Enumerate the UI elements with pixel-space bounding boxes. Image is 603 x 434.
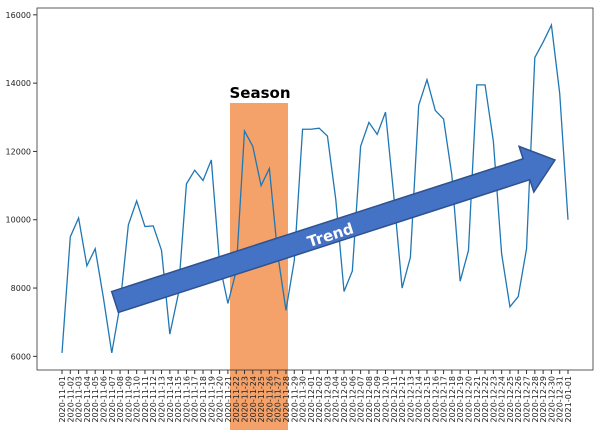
x-tick-label: 2020-12-08 <box>365 376 374 423</box>
x-tick-label: 2020-12-25 <box>506 376 515 423</box>
x-tick-label: 2020-12-10 <box>382 376 391 423</box>
x-tick-label: 2020-12-27 <box>523 376 532 423</box>
x-tick-label: 2020-12-16 <box>431 376 440 423</box>
x-tick-label: 2020-11-23 <box>240 376 249 423</box>
x-tick-label: 2020-12-03 <box>323 376 332 423</box>
season-label: Season <box>229 84 290 102</box>
x-tick-label: 2020-12-13 <box>406 376 415 423</box>
x-tick-label: 2020-11-11 <box>141 376 150 423</box>
x-tick-label: 2020-11-17 <box>191 376 200 423</box>
x-tick-label: 2020-12-20 <box>464 376 473 423</box>
y-tick-label: 14000 <box>6 79 31 88</box>
y-tick-label: 8000 <box>11 284 31 293</box>
x-tick-label: 2020-11-20 <box>216 376 225 423</box>
x-tick-label: 2020-11-28 <box>282 376 291 423</box>
x-tick-label: 2020-12-17 <box>440 376 449 423</box>
x-tick-label: 2020-12-26 <box>514 376 523 423</box>
x-tick-label: 2020-12-14 <box>415 376 424 423</box>
x-tick-label: 2020-11-05 <box>91 376 100 423</box>
x-tick-label: 2020-11-19 <box>207 376 216 423</box>
x-tick-label: 2020-11-25 <box>257 376 266 423</box>
x-tick-label: 2020-12-23 <box>489 376 498 423</box>
x-tick-label: 2020-11-15 <box>174 376 183 423</box>
x-tick-label: 2020-11-10 <box>133 376 142 423</box>
x-tick-label: 2020-11-16 <box>182 376 191 423</box>
x-tick-label: 2020-11-01 <box>58 376 67 423</box>
x-tick-label: 2020-12-07 <box>357 376 366 423</box>
x-tick-label: 2020-11-04 <box>83 376 92 423</box>
x-tick-label: 2020-12-29 <box>539 376 548 423</box>
x-tick-label: 2020-12-15 <box>423 376 432 423</box>
x-tick-label: 2020-12-11 <box>390 376 399 423</box>
x-tick-label: 2020-11-06 <box>99 376 108 423</box>
x-tick-label: 2020-12-31 <box>556 376 565 423</box>
x-tick-label: 2020-12-19 <box>456 376 465 423</box>
x-tick-label: 2020-11-22 <box>232 376 241 423</box>
y-tick-label: 16000 <box>6 11 31 20</box>
plot-frame <box>36 7 594 371</box>
x-tick-label: 2020-11-07 <box>108 376 117 423</box>
x-tick-label: 2020-12-06 <box>348 376 357 423</box>
y-tick-label: 6000 <box>11 352 31 361</box>
x-tick-label: 2020-11-29 <box>290 376 299 423</box>
y-tick-label: 10000 <box>6 216 31 225</box>
trend-arrow <box>110 145 557 314</box>
x-tick-label: 2020-12-05 <box>340 376 349 423</box>
trend-arrow-shape <box>110 145 557 314</box>
x-tick-label: 2020-12-18 <box>448 376 457 423</box>
x-tick-label: 2020-11-27 <box>274 376 283 423</box>
x-tick-label: 2020-12-01 <box>307 376 316 423</box>
x-tick-label: 2020-12-09 <box>373 376 382 423</box>
x-tick-label: 2020-12-02 <box>315 376 324 423</box>
x-tick-label: 2020-12-28 <box>531 376 540 423</box>
y-tick-label: 12000 <box>6 147 31 156</box>
x-tick-label: 2020-11-14 <box>166 376 175 423</box>
x-tick-label: 2020-11-08 <box>116 376 125 423</box>
x-tick-label: 2020-12-30 <box>547 376 556 423</box>
x-tick-label: 2020-11-26 <box>265 376 274 423</box>
x-tick-label: 2020-12-24 <box>498 376 507 423</box>
x-tick-label: 2020-11-21 <box>224 376 233 423</box>
x-tick-label: 2020-12-04 <box>332 376 341 423</box>
x-tick-label: 2020-11-03 <box>75 376 84 423</box>
x-tick-label: 2020-12-21 <box>473 376 482 423</box>
series-line <box>61 22 569 354</box>
x-tick-label: 2020-11-13 <box>158 376 167 423</box>
x-tick-label: 2020-12-12 <box>398 376 407 423</box>
x-tick-label: 2020-11-24 <box>249 376 258 423</box>
x-tick-label: 2020-11-09 <box>124 376 133 423</box>
x-tick-label: 2020-11-30 <box>299 376 308 423</box>
x-tick-label: 2020-12-22 <box>481 376 490 423</box>
x-tick-label: 2020-11-12 <box>149 376 158 423</box>
x-tick-label: 2021-01-01 <box>564 376 573 423</box>
x-tick-label: 2020-11-18 <box>199 376 208 423</box>
x-tick-label: 2020-11-02 <box>66 376 75 423</box>
